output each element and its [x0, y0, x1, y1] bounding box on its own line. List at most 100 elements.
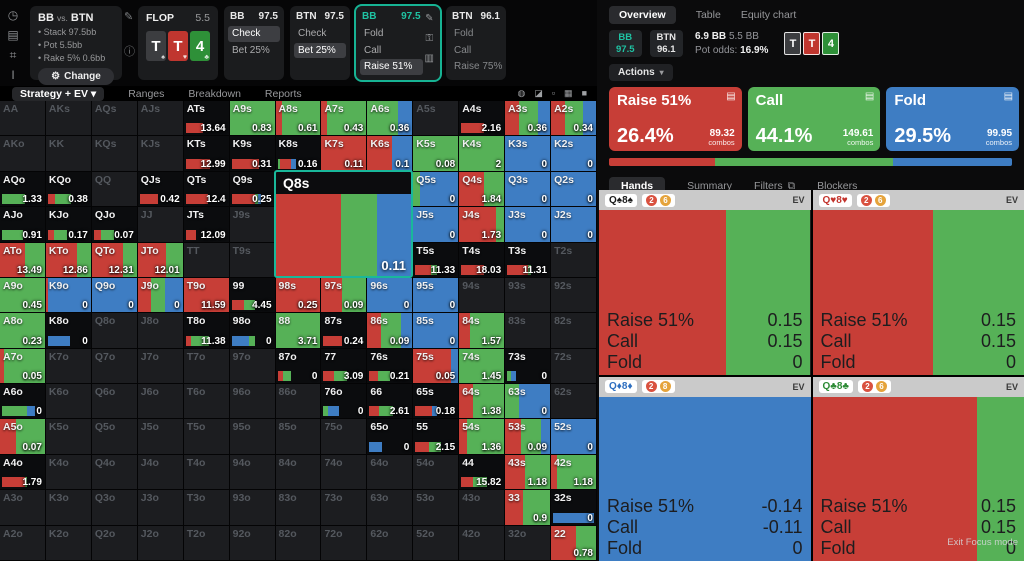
matrix-cell-84o[interactable]: 84o — [275, 454, 322, 491]
combo-cell-Q8[interactable]: Q♣8♣ 2 6 EV Raise 51% 0.15 Call 0.15 Fold 0 Exit F… — [812, 376, 1024, 561]
change-button[interactable]: ⚙ Change — [38, 68, 114, 86]
matrix-cell-53s[interactable]: 53s 0.09 — [505, 419, 552, 455]
matrix-cell-K6s[interactable]: K6s 0.1 — [367, 136, 414, 172]
matrix-cell-54o[interactable]: 54o — [413, 454, 460, 491]
matrix-cell-A3o[interactable]: A3o — [0, 490, 46, 526]
matrix-cell-96o[interactable]: 96o — [229, 384, 276, 420]
matrix-cell-98o[interactable]: 98o 0 — [229, 313, 276, 349]
tab-breakdown[interactable]: Breakdown — [188, 87, 241, 100]
matrix-cell-52s[interactable]: 52s 0 — [551, 419, 597, 455]
matrix-cell-52o[interactable]: 52o — [413, 525, 460, 561]
matrix-cell-T7o[interactable]: T7o — [183, 348, 230, 385]
matrix-cell-54s[interactable]: 54s 1.36 — [459, 419, 506, 455]
matrix-cell-Q4s[interactable]: Q4s 1.84 — [459, 171, 506, 208]
history-icon[interactable]: ◷ — [7, 8, 19, 22]
matrix-cell-83s[interactable]: 83s — [505, 313, 552, 349]
matrix-cell-QTo[interactable]: QTo 12.31 — [91, 242, 138, 278]
matrix-cell-92o[interactable]: 92o — [229, 525, 276, 561]
node-action-raise-51-[interactable]: Raise 51% — [360, 59, 423, 75]
matrix-cell-KTs[interactable]: KTs 12.99 — [183, 136, 230, 172]
matrix-view-icon[interactable]: ▤ — [1003, 91, 1014, 102]
matrix-view-icon[interactable]: ▤ — [864, 91, 875, 102]
matrix-cell-T6o[interactable]: T6o — [183, 384, 230, 420]
matrix-cell-93o[interactable]: 93o — [229, 490, 276, 526]
matrix-cell-63o[interactable]: 63o — [367, 490, 414, 526]
combo-cell-Q8[interactable]: Q♦8♦ 2 8 EV Raise 51% -0.14 Call -0.11 Fold 0 — [599, 376, 811, 561]
ev-view-icon[interactable]: ◍ — [517, 88, 526, 98]
matrix-cell-Q6o[interactable]: Q6o — [91, 384, 138, 420]
contrast-view-icon[interactable]: ◪ — [534, 88, 543, 98]
matrix-cell-65s[interactable]: 65s 0.18 — [413, 384, 460, 420]
matrix-cell-64s[interactable]: 64s 1.38 — [459, 384, 506, 420]
matrix-cell-A8s[interactable]: A8s 0.61 — [275, 101, 322, 137]
matrix-cell-82s[interactable]: 82s — [551, 313, 597, 349]
matrix-cell-K6o[interactable]: K6o — [45, 384, 92, 420]
matrix-cell-75o[interactable]: 75o — [321, 419, 368, 455]
matrix-cell-KK[interactable]: KK — [45, 136, 92, 172]
matrix-cell-ATs[interactable]: ATs 13.64 — [183, 101, 230, 137]
matrix-cell-Q2o[interactable]: Q2o — [91, 525, 138, 561]
matrix-cell-K4s[interactable]: K4s 2 — [459, 136, 506, 172]
matrix-cell-A4s[interactable]: A4s 2.16 — [459, 101, 506, 137]
matrix-cell-42s[interactable]: 42s 1.18 — [551, 454, 597, 491]
matrix-cell-JJ[interactable]: JJ — [137, 207, 184, 243]
matrix-cell-74o[interactable]: 74o — [321, 454, 368, 491]
matrix-cell-43s[interactable]: 43s 1.18 — [505, 454, 552, 491]
matrix-cell-T4s[interactable]: T4s 18.03 — [459, 242, 506, 278]
btn-stack-chip[interactable]: BTN 96.1 — [649, 30, 684, 57]
matrix-cell-Q9s[interactable]: Q9s 0.25 — [229, 171, 276, 208]
matrix-cell-Q3o[interactable]: Q3o — [91, 490, 138, 526]
node-bb-2[interactable]: BB 97.5 Fold Call Raise 51% ✎ ⚿ ▥ — [354, 4, 442, 82]
node-action-raise-75-[interactable]: Raise 75% — [454, 61, 503, 72]
matrix-cell-87o[interactable]: 87o 0 — [275, 348, 322, 385]
matrix-cell-AJs[interactable]: AJs — [137, 101, 184, 137]
matrix-cell-65o[interactable]: 65o 0 — [367, 419, 414, 455]
matrix-cell-JTs[interactable]: JTs 12.09 — [183, 207, 230, 243]
matrix-cell-KJs[interactable]: KJs — [137, 136, 184, 172]
matrix-cell-72s[interactable]: 72s — [551, 348, 597, 385]
matrix-cell-AKs[interactable]: AKs — [45, 101, 92, 137]
matrix-cell-84s[interactable]: 84s 1.57 — [459, 313, 506, 349]
matrix-cell-87s[interactable]: 87s 0.24 — [321, 313, 368, 349]
matrix-cell-K3s[interactable]: K3s 0 — [505, 136, 552, 172]
matrix-cell-98s[interactable]: 98s 0.25 — [275, 277, 322, 314]
matrix-cell-86s[interactable]: 86s 0.09 — [367, 313, 414, 349]
matrix-cell-AJo[interactable]: AJo 0.91 — [0, 207, 46, 243]
matrix-cell-QJs[interactable]: QJs 0.42 — [137, 171, 184, 208]
matrix-cell-Q3s[interactable]: Q3s 0 — [505, 171, 552, 208]
grid-large-icon[interactable]: ■ — [581, 88, 587, 98]
matrix-cell-T5s[interactable]: T5s 11.33 — [413, 242, 460, 278]
matrix-cell-73s[interactable]: 73s 0 — [505, 348, 552, 385]
matrix-cell-Q2s[interactable]: Q2s 0 — [551, 171, 597, 208]
tab-table[interactable]: Table — [695, 9, 721, 21]
action-card-call[interactable]: Call ▤ 44.1% 149.61 combos — [747, 87, 881, 151]
tab-filters[interactable]: Filters ⧉ — [754, 179, 796, 193]
node-action-fold[interactable]: Fold — [454, 28, 474, 39]
matrix-cell-K8s[interactable]: K8s 0.16 — [275, 136, 322, 172]
matrix-cell-QQ[interactable]: QQ — [91, 171, 138, 208]
matrix-cell-64o[interactable]: 64o — [367, 454, 414, 491]
matrix-cell-T3s[interactable]: T3s 11.31 — [505, 242, 552, 278]
node-bb-0[interactable]: BB 97.5 Check Bet 25% — [224, 6, 284, 80]
matrix-cell-K2s[interactable]: K2s 0 — [551, 136, 597, 172]
matrix-cell-J3o[interactable]: J3o — [137, 490, 184, 526]
matrix-cell-96s[interactable]: 96s 0 — [367, 277, 414, 314]
matrix-cell-J5s[interactable]: J5s 0 — [413, 207, 460, 243]
node-action-call[interactable]: Call — [364, 44, 382, 56]
matrix-cell-JTo[interactable]: JTo 12.01 — [137, 242, 184, 278]
node-action-check[interactable]: Check — [228, 26, 280, 42]
matrix-cell-55[interactable]: 55 2.15 — [413, 419, 460, 455]
matrix-cell-62s[interactable]: 62s — [551, 384, 597, 420]
range-split-icon[interactable]: ▥ — [424, 53, 434, 64]
matrix-cell-T4o[interactable]: T4o — [183, 454, 230, 491]
exit-focus-mode-label[interactable]: Exit Focus mode — [947, 537, 1018, 548]
matrix-cell-K8o[interactable]: K8o 0 — [45, 313, 92, 349]
matrix-cell-75s[interactable]: 75s 0.05 — [413, 348, 460, 385]
matrix-cell-93s[interactable]: 93s — [505, 277, 552, 314]
matrix-cell-QJo[interactable]: QJo 0.07 — [91, 207, 138, 243]
tab-reports[interactable]: Reports — [264, 87, 302, 100]
matrix-cell-94s[interactable]: 94s — [459, 277, 506, 314]
matrix-cell-A2s[interactable]: A2s 0.34 — [551, 101, 597, 137]
matrix-cell-KJo[interactable]: KJo 0.17 — [45, 207, 92, 243]
matrix-cell-J4s[interactable]: J4s 1.73 — [459, 207, 506, 243]
